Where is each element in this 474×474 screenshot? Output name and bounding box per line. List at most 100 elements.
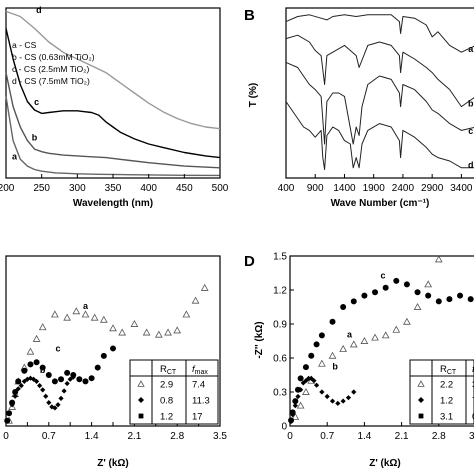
point-c <box>382 284 389 291</box>
point-a <box>328 351 337 359</box>
panel-c-x-tick-label: 2.1 <box>127 431 141 442</box>
point-b <box>61 388 67 394</box>
panel-b-x-ticks: 400 900 1400 1900 2400 2900 3400 <box>278 174 473 194</box>
panel-c-x-tick-label: 2.8 <box>170 431 184 442</box>
point-a <box>392 325 401 333</box>
panel-b-plot-area <box>285 7 474 179</box>
point-c <box>70 372 77 378</box>
panel-c-table-frame <box>129 359 219 425</box>
panel-c-table-fmax-value: 17 <box>192 412 203 423</box>
point-b <box>345 395 352 401</box>
panel-c-curve-labels: a c b <box>40 301 89 375</box>
point-b <box>351 389 357 395</box>
panel-b-curve-label-a: a <box>468 44 474 54</box>
panel-b-curve-label-c: c <box>468 126 473 136</box>
panel-c-curve-label-c: c <box>55 344 60 354</box>
panel-c-table-fmax-value: 7.4 <box>192 380 205 391</box>
panel-a-x-tick-label: 250 <box>33 183 50 194</box>
point-b <box>306 375 312 381</box>
panel-d-table-frame <box>409 359 474 425</box>
panel-b-y-axis-label: T (%) <box>248 83 259 107</box>
point-a <box>26 347 35 355</box>
panel-b-x-axis-label: Wave Number (cm⁻¹) <box>331 198 430 209</box>
point-c <box>361 292 368 299</box>
panel-b-curve-labels: a b c d <box>468 44 474 170</box>
panel-c-table-header-rct: RCT <box>160 364 177 376</box>
point-a <box>296 401 305 409</box>
panel-label-b: B <box>244 7 255 24</box>
point-a <box>130 319 139 327</box>
point-c <box>288 417 295 424</box>
panel-a-x-tick-label: 450 <box>176 183 193 194</box>
panel-a-legend-item: b - CS (0.63mM TiO₂) <box>12 52 95 62</box>
panel-d-table-marker-diamond <box>418 397 424 403</box>
point-c <box>45 372 52 378</box>
point-c <box>425 292 432 299</box>
point-b <box>292 403 298 409</box>
point-a <box>339 344 348 352</box>
series-line-c <box>285 61 474 145</box>
panel-b-x-tick-label: 2400 <box>392 183 415 194</box>
panel-c-table-header-fmax: fmax <box>192 364 208 376</box>
point-c <box>294 386 301 393</box>
point-c <box>4 417 11 424</box>
panel-c-table-fmax-value: 11.3 <box>192 396 210 407</box>
point-a <box>424 280 433 288</box>
point-a <box>109 324 117 332</box>
panel-a-legend-item: c - CS (2.5mM TiO₂) <box>12 64 89 74</box>
point-a <box>413 302 422 310</box>
point-b <box>319 389 325 395</box>
point-b <box>324 393 330 400</box>
panel-d-x-axis-label: Z' (kΩ) <box>369 458 401 469</box>
point-a <box>142 328 151 336</box>
point-c <box>297 375 304 382</box>
panel-d-y-tick-label: 0.9 <box>273 320 287 331</box>
panel-d-chart: 0 0.7 1.4 2.1 2.8 3.5 0 0.3 0.6 0.9 1.2 1.5 c a b RCT… <box>244 252 474 469</box>
panel-c-x-tick-label: 1.4 <box>85 431 99 442</box>
point-c <box>100 352 107 359</box>
panel-d-x-tick-label: 0 <box>287 431 293 442</box>
point-a <box>164 328 172 336</box>
point-c <box>64 369 71 376</box>
panel-a-x-tick-label: 350 <box>105 183 122 194</box>
panel-d-y-tick-label: 0.3 <box>273 388 287 399</box>
panel-c-curve-label-b: b <box>40 365 46 375</box>
panel-label-d: D <box>244 253 255 270</box>
panel-d-table-fmax-value: 0 <box>472 412 474 423</box>
panel-a-curve-label-d: d <box>36 5 42 15</box>
point-b <box>311 378 317 384</box>
panel-c-chart: 0 0.7 1.4 2.1 2.8 3.5 a c b RCT fmax 2.9 7.4 0.8 11.… <box>3 255 227 469</box>
panel-b-x-tick-label: 2900 <box>421 183 444 194</box>
panel-a-curve-label-a: a <box>12 151 18 161</box>
series-line-d <box>5 10 221 130</box>
point-c <box>403 281 410 288</box>
point-c <box>340 304 347 310</box>
panel-b-x-tick-label: 3400 <box>450 183 473 194</box>
panel-b-x-tick-label: 1900 <box>363 183 386 194</box>
panel-c-series <box>4 283 209 424</box>
point-c <box>94 364 101 371</box>
point-b <box>40 387 46 393</box>
point-c <box>467 296 474 303</box>
point-a <box>434 255 443 263</box>
panel-d-x-tick-label: 2.1 <box>395 431 409 442</box>
panel-c-x-tick-label: 3.5 <box>213 431 227 442</box>
point-c <box>27 361 34 368</box>
series-line-b <box>5 72 221 169</box>
point-a <box>90 313 99 321</box>
point-a <box>154 330 163 338</box>
panel-d-table-fmax-value: 7 <box>472 396 474 407</box>
panel-d-curve-labels: c a b <box>332 271 385 372</box>
panel-d-table-fmax-value: 3 <box>472 380 474 391</box>
panel-b-x-tick-label: 900 <box>307 183 324 194</box>
point-a <box>302 387 310 395</box>
panel-b-x-tick-label: 400 <box>278 183 295 194</box>
panel-a-x-tick-label: 300 <box>69 183 86 194</box>
panel-b-series <box>285 14 474 170</box>
point-b <box>313 382 320 388</box>
panel-c-table-rct-value: 2.9 <box>160 380 173 391</box>
point-a <box>72 307 81 315</box>
series-line-a <box>285 14 474 53</box>
